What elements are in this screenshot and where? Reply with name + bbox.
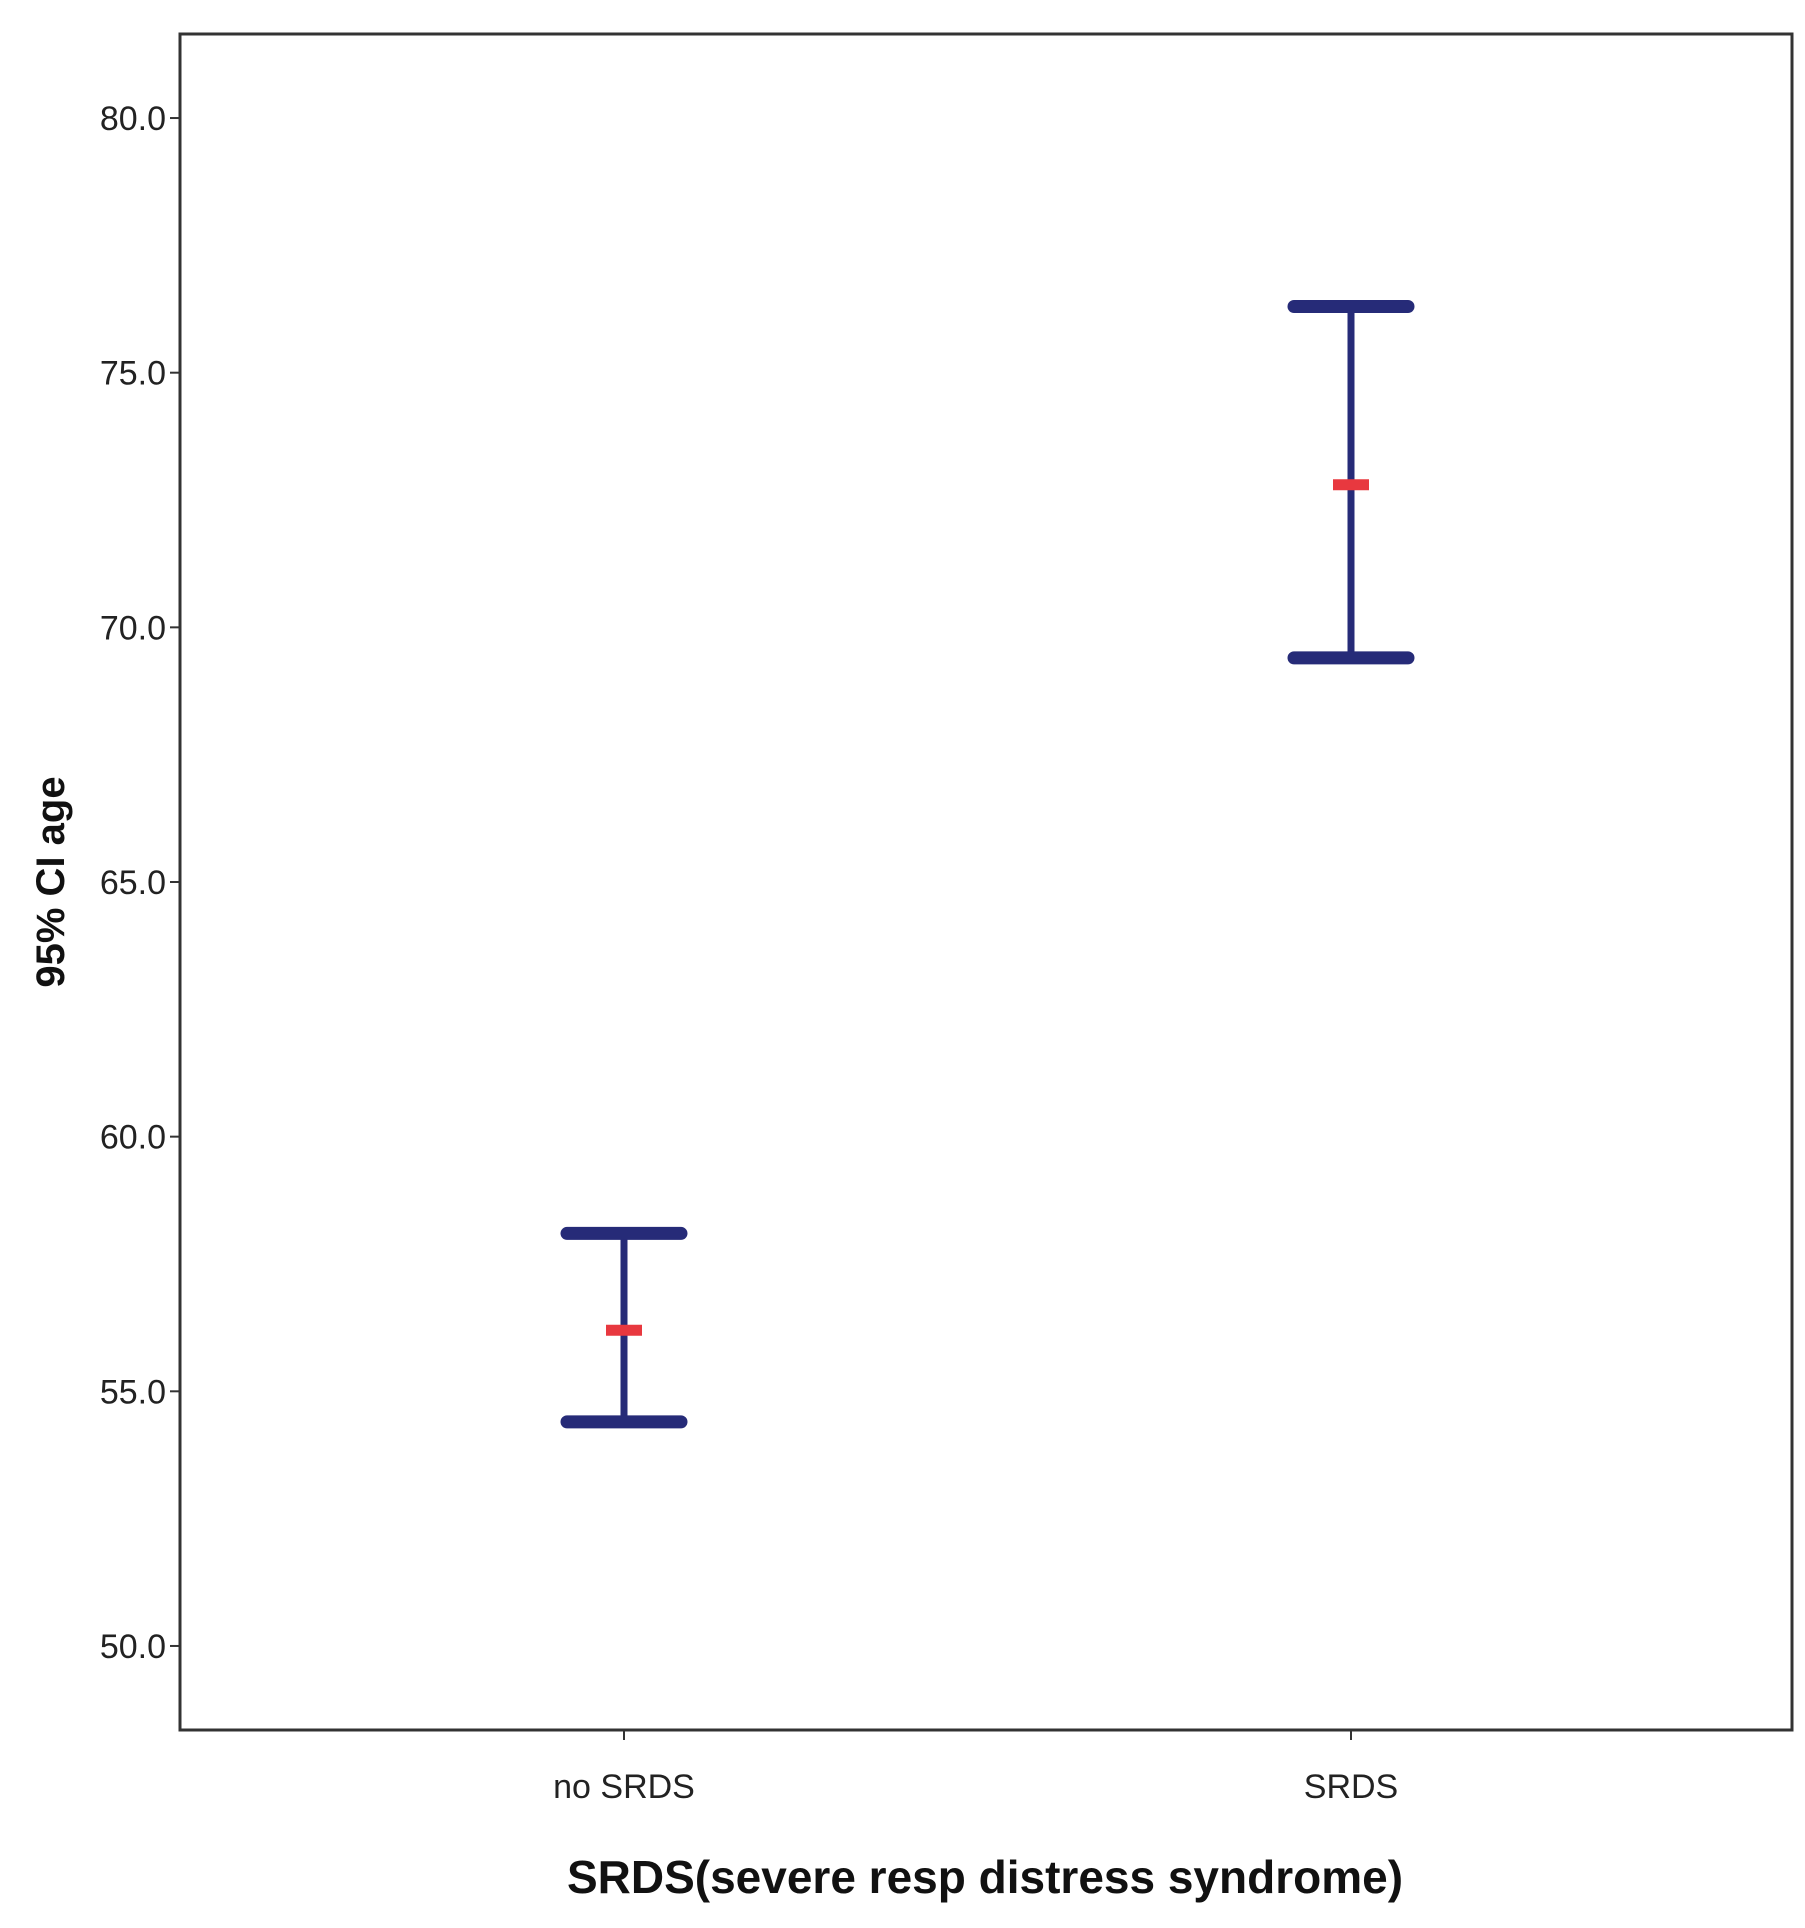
y-tick-label: 55.0 (100, 1373, 166, 1411)
y-tick-label: 60.0 (100, 1119, 166, 1157)
y-tick-label: 75.0 (100, 355, 166, 393)
x-axis-title: SRDS(severe resp distress syndrome) (567, 1851, 1403, 1903)
y-tick-label: 70.0 (100, 609, 166, 647)
y-tick-label: 50.0 (100, 1628, 166, 1666)
y-tick-label: 80.0 (100, 100, 166, 138)
y-tick-label: 65.0 (100, 864, 166, 902)
y-axis-ticks: 50.0 55.0 60.0 65.0 70.0 75.0 80.0 (100, 100, 180, 1666)
plot-frame (178, 32, 1794, 1732)
x-tick-label: SRDS (1304, 1768, 1398, 1806)
x-axis-ticks: no SRDS SRDS (553, 1730, 1398, 1806)
error-bars (560, 299, 1415, 1429)
x-tick-label: no SRDS (553, 1768, 695, 1806)
y-axis-title: 95% CI age (29, 776, 73, 987)
error-bar (560, 1226, 688, 1429)
error-bar (1287, 299, 1415, 665)
